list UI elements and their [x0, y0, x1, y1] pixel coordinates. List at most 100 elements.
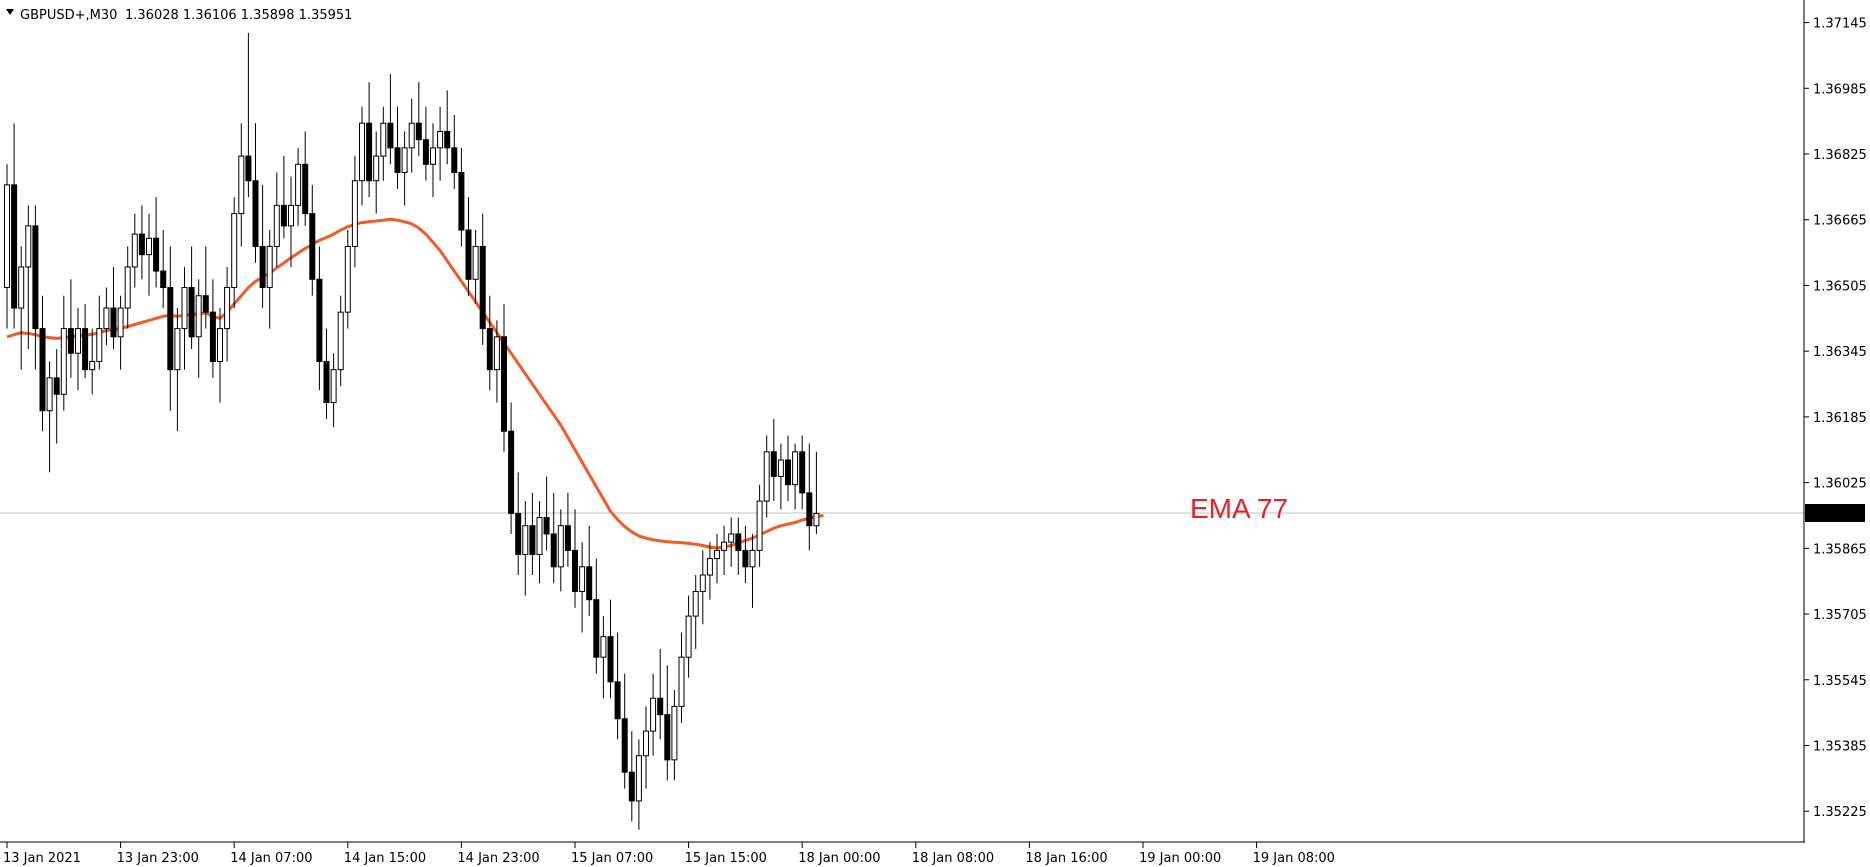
candle-body-bull: [238, 155, 245, 215]
candle-body-bear: [302, 163, 309, 215]
price-axis-label: 1.36185: [1813, 411, 1867, 426]
candle-body-bull: [635, 755, 642, 802]
candle: [89, 328, 96, 395]
candle: [32, 205, 39, 370]
candle: [536, 501, 543, 584]
candle: [373, 131, 380, 214]
candle-body-bear: [508, 430, 515, 514]
candle-body-bull: [678, 656, 685, 707]
candle: [785, 435, 791, 502]
candle-body-bear: [479, 245, 486, 330]
candle: [522, 501, 529, 596]
candle-body-bear: [785, 459, 791, 486]
candle-body-bear: [188, 287, 195, 338]
candle-body-bear: [543, 517, 550, 535]
candle: [131, 213, 138, 288]
candle: [706, 542, 713, 600]
candle: [749, 533, 756, 608]
candle-body-bear: [202, 295, 209, 313]
candle: [564, 492, 571, 567]
candle: [273, 172, 280, 267]
candle: [394, 106, 401, 189]
candle-body-bear: [444, 130, 451, 149]
candle-body-bear: [387, 122, 394, 149]
candle: [60, 295, 67, 411]
candle-body-bear: [628, 771, 635, 802]
candle: [678, 632, 685, 723]
candle: [572, 509, 578, 608]
candle: [202, 246, 209, 329]
header: GBPUSD+,M30 1.36028 1.36106 1.35898 1.35…: [6, 8, 352, 23]
candle: [515, 472, 522, 576]
candle: [486, 295, 493, 391]
candle-body-bull: [373, 155, 380, 182]
candle: [117, 295, 124, 370]
candle-body-bear: [742, 549, 749, 568]
ema-line: [6, 217, 824, 550]
candle-body-bull: [493, 336, 500, 371]
candle-body-bear: [366, 122, 373, 182]
candle-body-bull: [813, 512, 820, 527]
candle-body-bear: [621, 718, 628, 773]
candle: [465, 197, 472, 296]
current-price-box: [1805, 504, 1865, 523]
candle: [380, 106, 387, 181]
candle-body-bull: [89, 360, 96, 371]
candle: [401, 131, 408, 206]
candle-body-bull: [714, 549, 720, 560]
price-axis-label: 1.36825: [1813, 148, 1867, 163]
candle: [657, 648, 664, 740]
candle-body-bear: [806, 492, 813, 527]
candle-body-bull: [344, 245, 351, 313]
dropdown-triangle-icon[interactable]: [6, 9, 14, 15]
candle: [472, 230, 479, 304]
candle-body-bull: [437, 130, 444, 149]
candle: [806, 443, 813, 551]
candle: [238, 123, 245, 247]
candle-body-bull: [472, 245, 479, 280]
price-axis-label: 1.36985: [1813, 82, 1867, 97]
candle: [508, 402, 515, 534]
candle-body-bull: [75, 328, 81, 354]
candle-body-bear: [614, 681, 621, 720]
candle: [4, 164, 10, 329]
candle-body-bull: [359, 122, 365, 182]
candle: [53, 349, 60, 444]
candle-body-bull: [706, 558, 713, 576]
candle-body-bull: [643, 730, 649, 757]
ohlc-values: 1.36028 1.36106 1.35898 1.35951: [125, 8, 352, 23]
candle-body-bull: [792, 451, 799, 486]
price-axis-label: 1.35545: [1813, 674, 1867, 689]
candle: [479, 213, 486, 346]
candle: [550, 492, 557, 584]
candle: [25, 205, 32, 350]
candle: [692, 575, 699, 649]
candle: [685, 595, 692, 678]
candle-body-bear: [458, 172, 465, 231]
ema-annotation-label: EMA 77: [1190, 493, 1288, 524]
candle-body-bull: [536, 517, 543, 555]
time-axis-label: 18 Jan 00:00: [798, 851, 880, 866]
candle: [209, 279, 216, 378]
candle-body-bear: [515, 512, 522, 555]
candle-body-bear: [593, 599, 600, 658]
symbol-label: GBPUSD+,M30: [20, 8, 117, 23]
candle: [366, 82, 373, 198]
candle: [110, 266, 117, 350]
candle-body-bull: [330, 369, 337, 404]
candle-body-bear: [11, 184, 18, 309]
candle-body-bear: [550, 533, 557, 568]
candle-body-bear: [309, 213, 316, 280]
candle: [316, 246, 323, 391]
candle-body-bull: [337, 311, 344, 371]
candle-body-bull: [749, 549, 756, 568]
candle-body-bull: [522, 525, 529, 555]
candle: [557, 509, 564, 592]
candle-body-bull: [777, 459, 784, 477]
candle: [650, 673, 657, 756]
candle-body-bear: [572, 549, 578, 592]
candle-body-bear: [32, 225, 39, 330]
ema-line-group: [6, 217, 824, 550]
time-axis-label: 14 Jan 15:00: [344, 851, 426, 866]
